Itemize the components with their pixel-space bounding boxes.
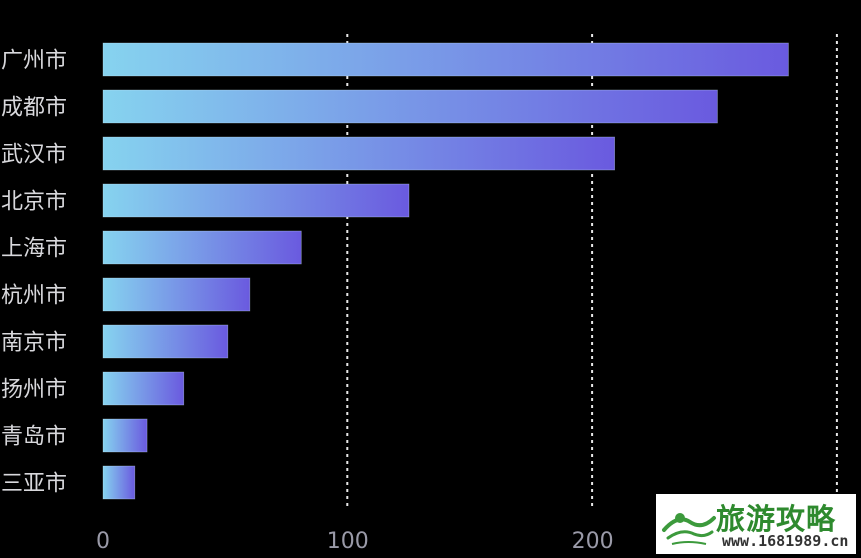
category-label: 成都市 [1, 96, 67, 121]
category-label: 武汉市 [1, 143, 67, 168]
category-label: 北京市 [1, 190, 67, 215]
watermark-url: www.1681989.cn [722, 532, 849, 550]
watermark-badge: 旅游攻略 www.1681989.cn [656, 494, 856, 554]
bar [102, 89, 718, 124]
bar [102, 183, 410, 218]
x-tick-labels: 0 100 200 [96, 529, 614, 554]
category-label: 青岛市 [1, 425, 67, 450]
bar [102, 418, 148, 453]
bars [102, 42, 789, 500]
category-label: 三亚市 [1, 472, 67, 497]
bar [102, 136, 615, 171]
x-tick-label: 100 [327, 529, 369, 554]
x-tick-label: 200 [572, 529, 614, 554]
watermark-logo-icon [662, 513, 716, 545]
category-label: 扬州市 [1, 378, 67, 403]
bar [102, 230, 302, 265]
category-label: 广州市 [1, 49, 67, 74]
bar [102, 324, 229, 359]
bar [102, 465, 136, 500]
category-label: 杭州市 [1, 284, 67, 309]
watermark-title: 旅游攻略 [716, 502, 837, 536]
category-label: 南京市 [1, 331, 67, 356]
x-tick-label: 0 [96, 529, 110, 554]
bar [102, 371, 185, 406]
category-label: 上海市 [1, 237, 67, 262]
bar [102, 277, 251, 312]
bar [102, 42, 789, 77]
